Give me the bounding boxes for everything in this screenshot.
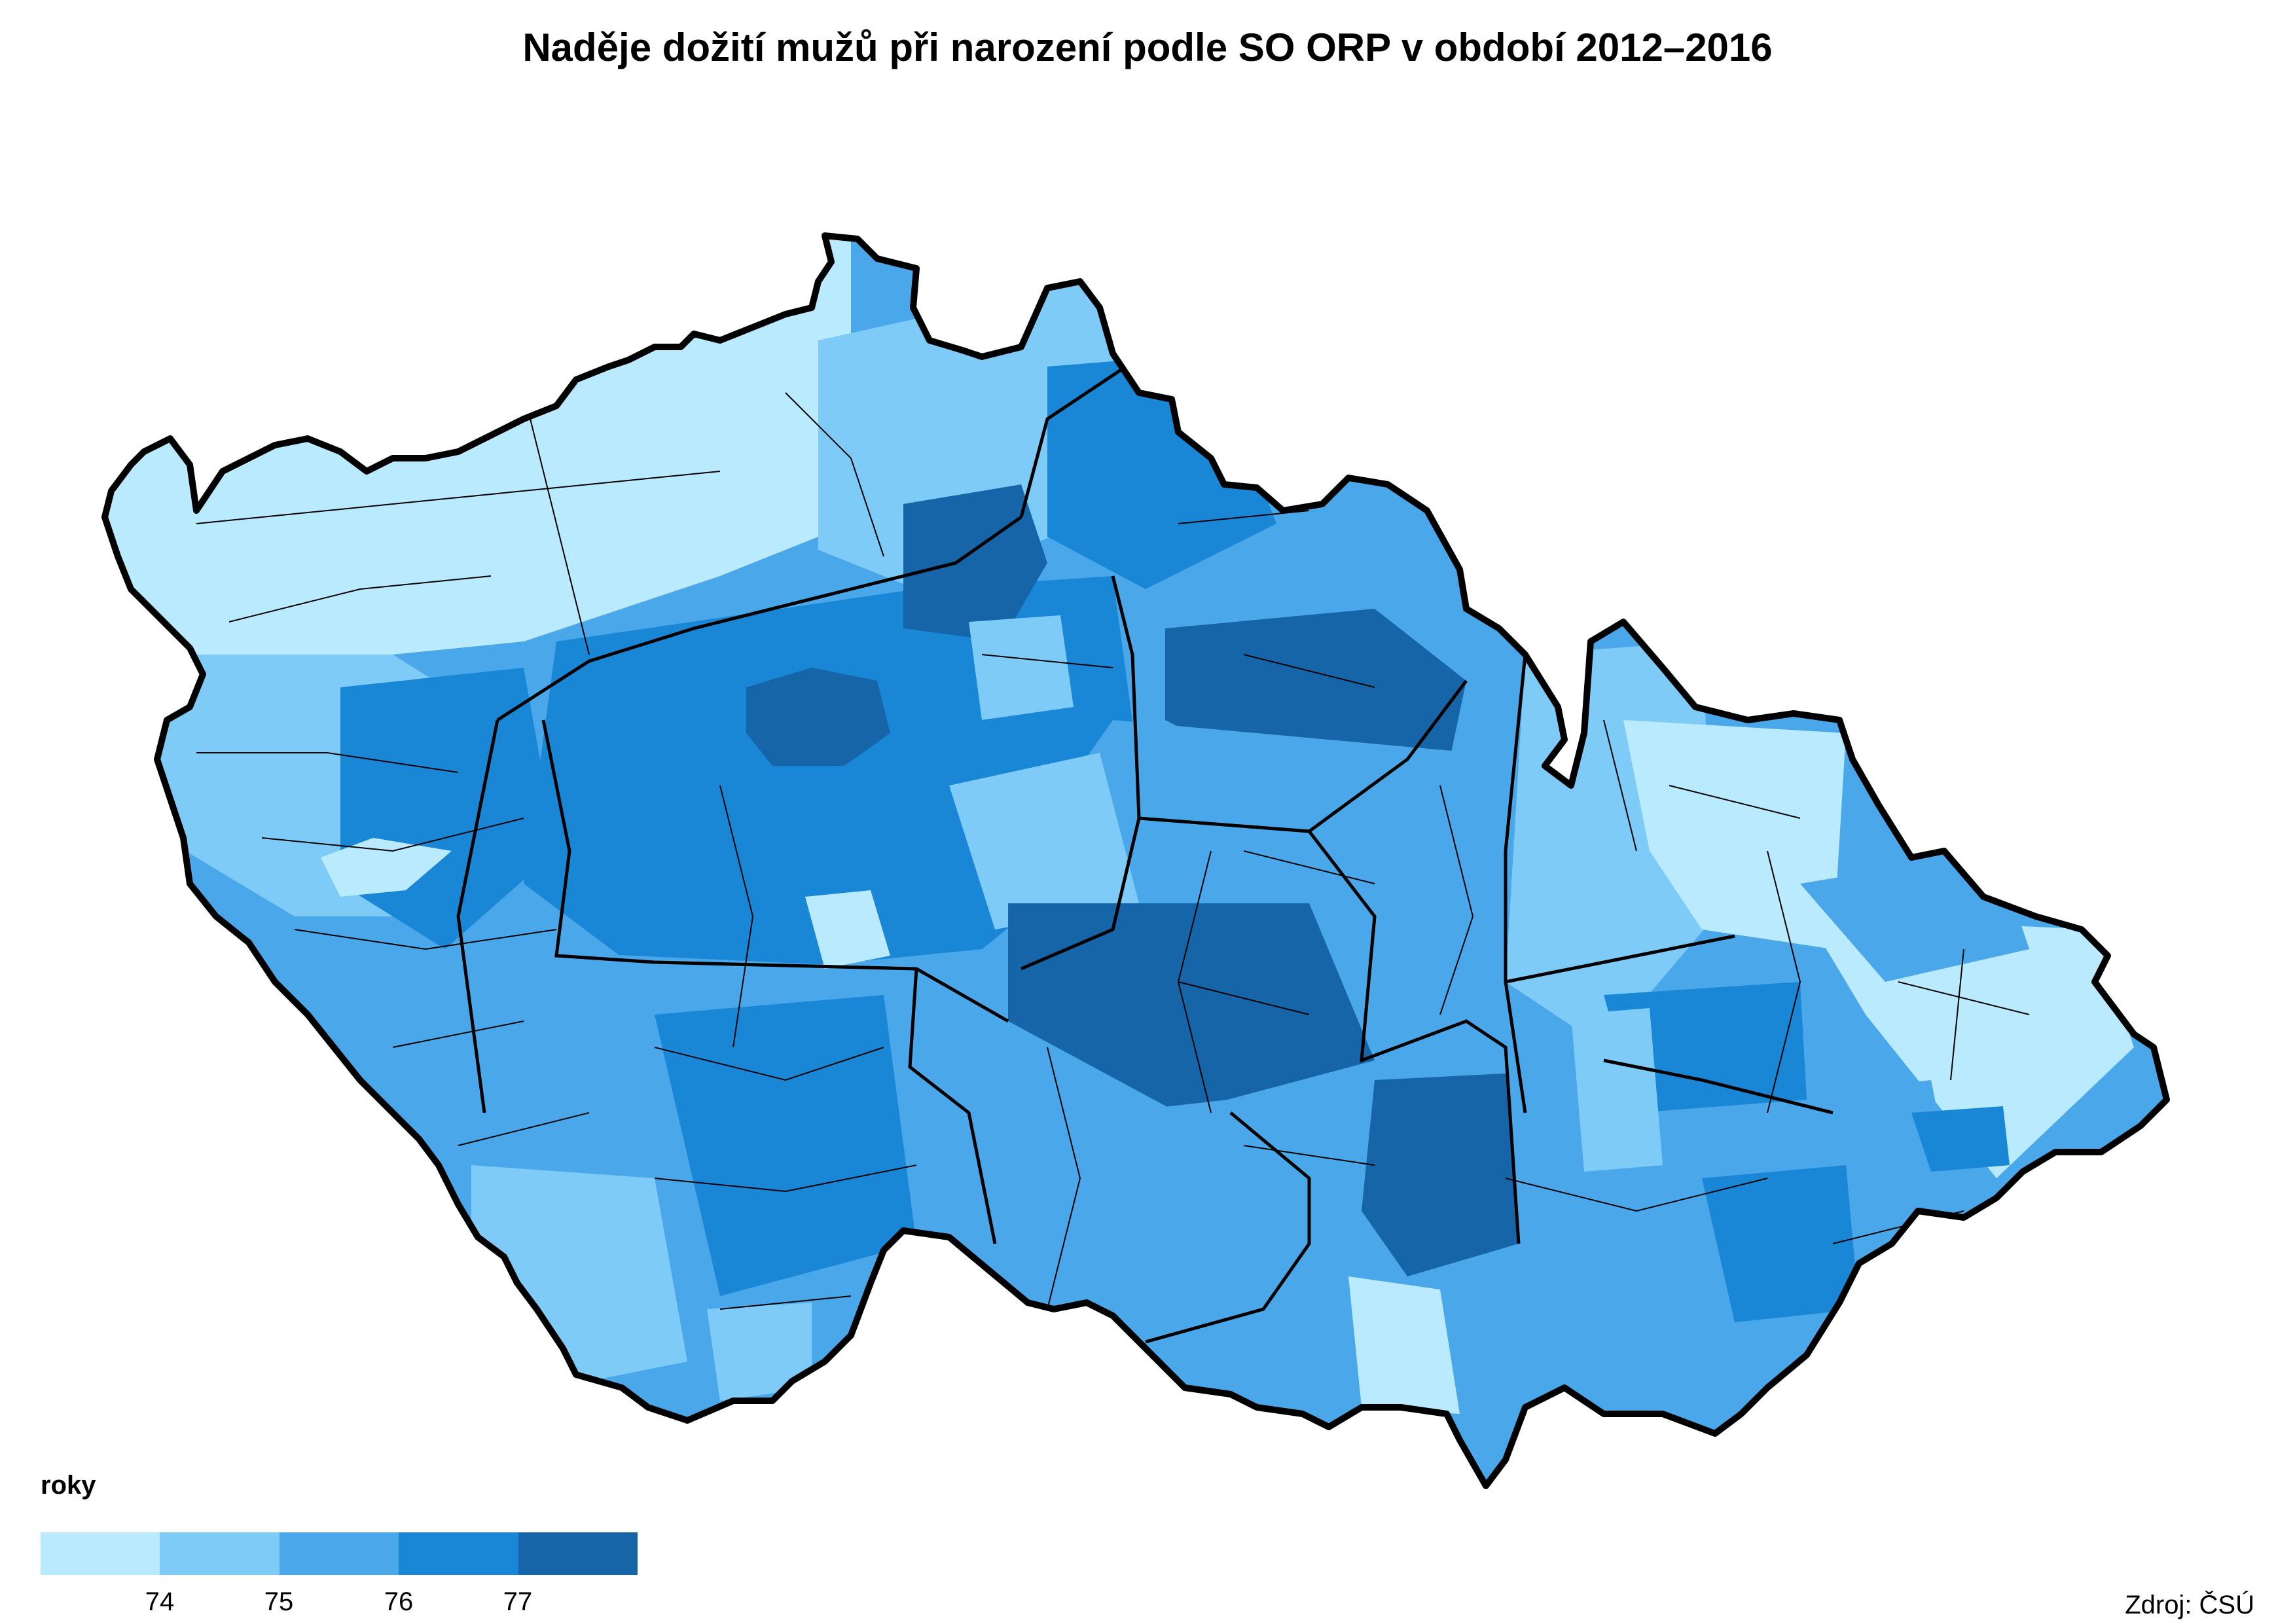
region-plzen-light [321, 838, 452, 897]
region-pardubice-light [949, 753, 1139, 929]
legend-tick-74: 74 [145, 1587, 175, 1616]
legend-tick-76: 76 [384, 1587, 414, 1616]
region-jesenik-light [1623, 720, 1846, 949]
region-south-bohemia-light [471, 1165, 687, 1388]
source-note: Zdroj: ČSÚ [2125, 1591, 2254, 1619]
region-south-bohemia-mid [655, 995, 916, 1296]
inner-borders [196, 365, 2030, 1344]
region-kutna-light [969, 615, 1074, 720]
legend-color-bar [41, 1532, 638, 1575]
legend-tick-75: 75 [264, 1587, 294, 1616]
legend-tick-77: 77 [503, 1587, 533, 1616]
region-beskydy [1911, 1106, 2010, 1172]
district-border-lines [196, 392, 2030, 1310]
map-title: Naděje dožití mužů při narození podle SO… [522, 26, 1773, 69]
region-vysocina [1008, 903, 1375, 1113]
legend-swatch-1 [41, 1532, 160, 1575]
region-usti-karlovy-vary [105, 236, 851, 720]
legend-swatch-5 [518, 1532, 638, 1575]
region-prerov-light [1571, 1008, 1663, 1172]
legend-title: roky [41, 1471, 96, 1500]
region-moravian-silesian [1807, 916, 2134, 1178]
region-znojmo-light [1348, 1276, 1460, 1414]
region-cesky-krumlov-light [707, 1303, 812, 1401]
region-prague [746, 668, 890, 766]
region-brno [1362, 1074, 1519, 1276]
legend-swatch-2 [160, 1532, 280, 1575]
country-border-outline [101, 232, 2170, 1489]
region-border-lines [456, 365, 1834, 1344]
legend-swatch-3 [279, 1532, 399, 1575]
region-cesky-brod-light [805, 890, 890, 969]
region-zlin-dark [1702, 1165, 1859, 1322]
legend-swatch-4 [399, 1532, 518, 1575]
